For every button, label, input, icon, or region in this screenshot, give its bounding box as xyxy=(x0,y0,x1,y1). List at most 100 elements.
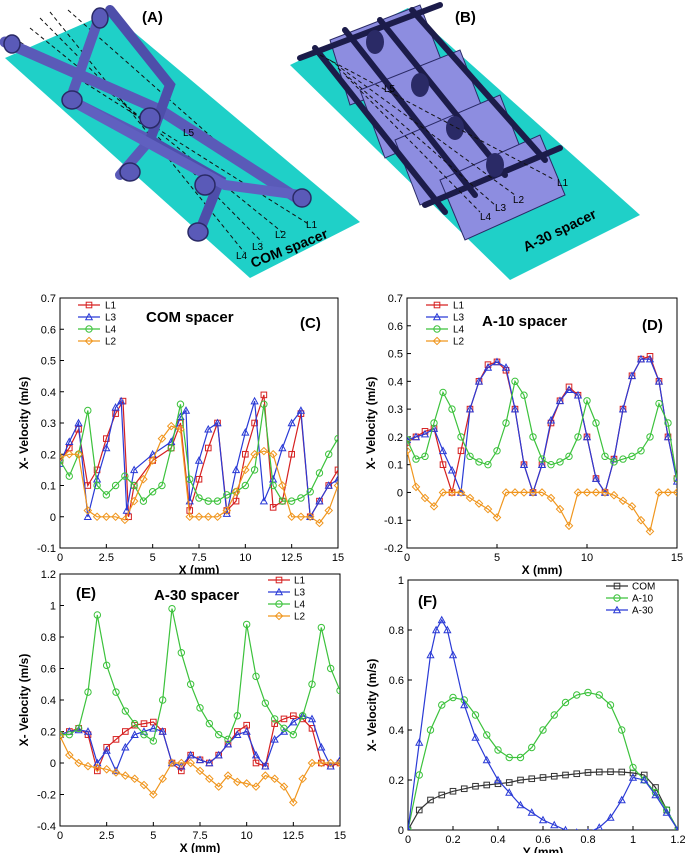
chart-c-series-l4-point xyxy=(111,481,120,490)
chart-e-series-l4-point xyxy=(261,699,270,707)
chart-c-series-l2-point xyxy=(139,474,148,484)
chart-f-series-com-point xyxy=(517,776,524,784)
chart-c-series-l3-point xyxy=(117,396,126,405)
chart-d-series-l3-point xyxy=(645,354,655,363)
chart-c-series-l4-point xyxy=(204,497,212,505)
chart-d-series-l4-point xyxy=(529,433,537,441)
chart-e-plot-frame xyxy=(59,573,341,827)
panel-b-render: L5 L1 L2 L3 L4 (B) A-30 spacer xyxy=(290,2,640,280)
chart-e-series-l3-line xyxy=(60,715,340,773)
chart-e-series-l2-point xyxy=(242,779,251,788)
chart-e-y-tick-label: -0.2 xyxy=(37,790,56,802)
chart-f-y-tick-label: 0.2 xyxy=(389,775,404,787)
chart-f-series-a10-point xyxy=(408,826,412,830)
chart-e-legend-l4-marker xyxy=(275,600,283,608)
chart-c-series-l2-point xyxy=(129,496,139,506)
chart-d-x-tick-label: 15 xyxy=(671,552,683,564)
chart-f-x-tick-label: 0.6 xyxy=(535,834,550,846)
chart-e-series-l2-point xyxy=(167,758,177,768)
chart-f-y-tick-label: 0.6 xyxy=(389,675,404,687)
chart-e-series-l4-point xyxy=(317,623,326,632)
chart-e-series-l2-point xyxy=(121,771,130,780)
chart-d-legend-l4-marker xyxy=(433,325,441,333)
chart-e-y-tick-label: 1.2 xyxy=(41,569,56,581)
chart-d-series-l4-point xyxy=(439,388,447,397)
chart-d-series-l2-point xyxy=(528,488,538,497)
chart-e-series-l4-point xyxy=(168,604,176,613)
chart-d-series-l4-point xyxy=(673,474,677,483)
chart-d-y-tick-label: 0.7 xyxy=(388,293,403,305)
chart-f-series-a30-point xyxy=(437,615,446,624)
chart-e-series-l3-point xyxy=(121,742,130,751)
chart-d-series-l2-point xyxy=(438,488,448,497)
chart-c-series-l1-point xyxy=(251,419,258,427)
chart-c-series-l4-point xyxy=(223,491,231,499)
chart-f-series-a10-point xyxy=(516,753,525,762)
chart-d-y-tick-label: -0.1 xyxy=(384,515,403,527)
chart-e-legend-l3-marker xyxy=(274,587,284,596)
chart-f-x-tick-label: 1.2 xyxy=(670,834,685,846)
chart-d-y-tick-label: 0.4 xyxy=(388,376,403,388)
chart-d-series-l4-point xyxy=(619,455,627,463)
chart-c-series-l3-point xyxy=(129,465,139,474)
chart-c-series-l2-point xyxy=(268,449,278,459)
chart-f-y-tick-label: 0.4 xyxy=(389,725,404,737)
chart-c-series-l2-point xyxy=(287,512,296,522)
chart-c-series-l4-point xyxy=(195,494,203,502)
chart-d-series-l2-point xyxy=(456,488,466,497)
chart-c-series-l3-point xyxy=(122,506,131,514)
chart-c-series-l4-point xyxy=(158,481,166,490)
chart-d-series-l2-point xyxy=(420,493,430,503)
chart-c-x-tick-label: 15 xyxy=(332,552,344,564)
chart-c-legend-l3-label: L3 xyxy=(105,313,117,324)
chart-e-series-l4-point xyxy=(298,712,307,720)
chart-f-series-a30-point xyxy=(606,813,615,821)
chart-c-series-l2-point xyxy=(185,512,195,522)
chart-c-series-l4-point xyxy=(139,497,148,505)
chart-c-series-l3-point xyxy=(111,403,120,411)
chart-c-series-l3-point xyxy=(65,437,74,446)
chart-d-y-tick-label: 0.1 xyxy=(388,460,403,472)
chart-d-series-l2-point xyxy=(600,488,610,497)
chart-c-y-tick-label: 0.7 xyxy=(41,293,56,305)
chart-c-y-tick-label: 0.3 xyxy=(41,418,56,430)
chart-d-legend-l3-label: L3 xyxy=(453,313,465,324)
chart-f-series-a10-point xyxy=(618,726,626,734)
chart-e-series-l4-point xyxy=(102,661,111,670)
chart-f-series-a30-point xyxy=(527,808,536,816)
chart-d-series-l2-point xyxy=(519,488,529,497)
chart-d-series-l4-point xyxy=(466,452,474,461)
chart-c-series-l4-point xyxy=(334,434,338,443)
chart-d-series-l4-point xyxy=(502,419,510,427)
chart-d-legend-l1-marker xyxy=(433,301,441,309)
chart-c-series-l2-point xyxy=(60,453,65,462)
chart-c-series-l1-point xyxy=(260,391,268,399)
chart-e-series-l4-point xyxy=(149,737,158,745)
chart-f-series-a30-point xyxy=(516,800,525,809)
chart-c-series-l2-point xyxy=(231,487,241,497)
chart-d-x-tick-label: 0 xyxy=(404,552,410,564)
chart-d-series-l4-point xyxy=(421,452,429,461)
chart-d-legend-l3-marker xyxy=(432,312,442,321)
chart-c-series-l1-line xyxy=(60,394,338,519)
chart-f-series-a30-point xyxy=(415,738,424,746)
chart-c-series-l3-point xyxy=(287,418,296,427)
chart-e-series-l1-point xyxy=(178,767,185,775)
chart-e-series-group xyxy=(60,604,340,807)
chart-e-series-l4-point xyxy=(326,664,335,673)
chart-e-legend-l1-marker xyxy=(275,576,283,584)
chart-c-series-l2-point xyxy=(120,515,130,525)
chart-c-series-l3-point xyxy=(250,396,259,405)
chart-c-x-tick-label: 2.5 xyxy=(99,552,114,564)
chart-c-series-l2-point xyxy=(305,512,315,522)
chart-c-legend-l2-marker xyxy=(84,336,94,346)
chart-c-series-l2-point xyxy=(241,465,250,475)
chart-c-y-tick-label: 0.5 xyxy=(41,356,56,368)
chart-c-legend-l3-marker xyxy=(84,312,94,321)
chart-e-x-tick-label: 12.5 xyxy=(283,830,304,842)
chart-c-series-l1-point xyxy=(232,497,240,505)
chart-c-series-l4-point xyxy=(176,400,185,408)
chart-e-series-l2-point xyxy=(214,782,223,791)
chart-d-series-l4-point xyxy=(565,452,573,461)
chart-d-series-l4-point xyxy=(664,419,672,427)
